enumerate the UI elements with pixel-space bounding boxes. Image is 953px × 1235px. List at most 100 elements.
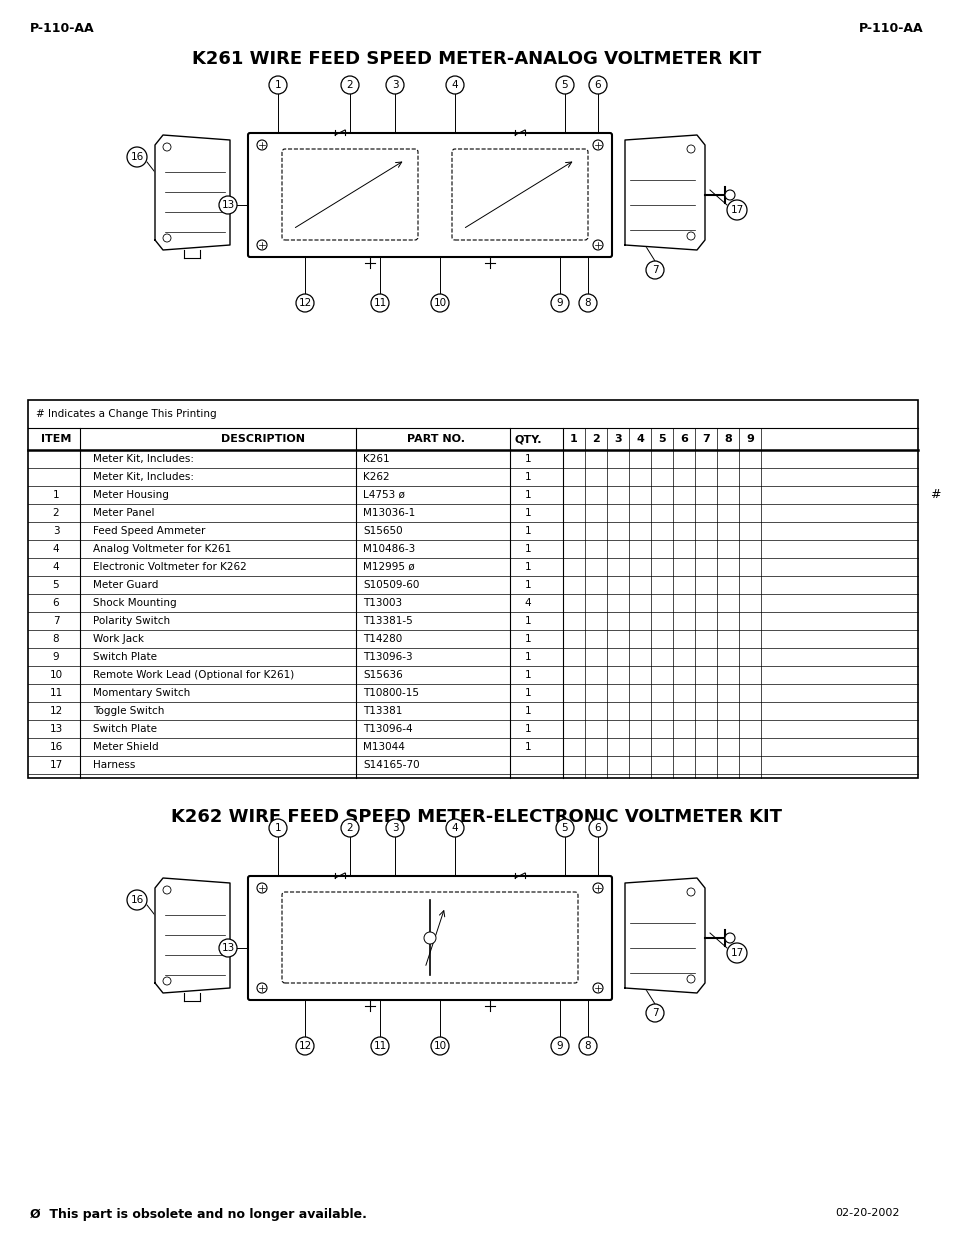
Text: T13096-4: T13096-4 <box>363 724 413 734</box>
FancyBboxPatch shape <box>282 892 578 983</box>
Text: Ø  This part is obsolete and no longer available.: Ø This part is obsolete and no longer av… <box>30 1208 367 1221</box>
Text: 1: 1 <box>524 742 531 752</box>
Text: 16: 16 <box>50 742 63 752</box>
Text: 8: 8 <box>52 634 59 643</box>
Circle shape <box>163 143 171 151</box>
Text: 6: 6 <box>679 433 687 445</box>
Circle shape <box>593 140 602 149</box>
Text: K261: K261 <box>363 454 389 464</box>
Text: Polarity Switch: Polarity Switch <box>92 616 170 626</box>
Circle shape <box>340 77 358 94</box>
Circle shape <box>431 294 449 312</box>
Text: 12: 12 <box>298 298 312 308</box>
Circle shape <box>593 240 602 249</box>
Text: 4: 4 <box>451 80 457 90</box>
Text: K262: K262 <box>363 472 389 482</box>
Text: P-110-AA: P-110-AA <box>859 22 923 35</box>
Circle shape <box>556 77 574 94</box>
Text: Momentary Switch: Momentary Switch <box>92 688 190 698</box>
Circle shape <box>726 944 746 963</box>
Circle shape <box>163 233 171 242</box>
Text: 7: 7 <box>651 266 658 275</box>
Circle shape <box>371 294 389 312</box>
Text: 11: 11 <box>373 1041 386 1051</box>
Text: 1: 1 <box>524 454 531 464</box>
Text: 12: 12 <box>50 706 63 716</box>
Circle shape <box>256 983 267 993</box>
Text: Shock Mounting: Shock Mounting <box>92 598 176 608</box>
Text: 3: 3 <box>614 433 621 445</box>
Text: K261 WIRE FEED SPEED METER-ANALOG VOLTMETER KIT: K261 WIRE FEED SPEED METER-ANALOG VOLTME… <box>193 49 760 68</box>
Text: 3: 3 <box>392 823 398 832</box>
Text: 4: 4 <box>52 562 59 572</box>
Circle shape <box>386 819 403 837</box>
Text: 5: 5 <box>561 80 568 90</box>
Text: 5: 5 <box>561 823 568 832</box>
Text: T10800-15: T10800-15 <box>363 688 418 698</box>
Text: 5: 5 <box>52 580 59 590</box>
Text: 17: 17 <box>730 948 742 958</box>
Text: 5: 5 <box>658 433 665 445</box>
Text: Harness: Harness <box>92 760 135 769</box>
Text: DESCRIPTION: DESCRIPTION <box>221 433 305 445</box>
Text: M13044: M13044 <box>363 742 404 752</box>
Text: 10: 10 <box>433 1041 446 1051</box>
Text: 1: 1 <box>52 490 59 500</box>
Circle shape <box>256 140 267 149</box>
Text: 3: 3 <box>392 80 398 90</box>
Text: Meter Guard: Meter Guard <box>92 580 158 590</box>
Circle shape <box>163 977 171 986</box>
Circle shape <box>578 294 597 312</box>
Text: 1: 1 <box>524 671 531 680</box>
Text: 1: 1 <box>274 80 281 90</box>
Text: T14280: T14280 <box>363 634 402 643</box>
Circle shape <box>269 819 287 837</box>
Text: 11: 11 <box>373 298 386 308</box>
Bar <box>28 400 917 778</box>
Text: 1: 1 <box>524 616 531 626</box>
Text: Work Jack: Work Jack <box>92 634 144 643</box>
Text: Switch Plate: Switch Plate <box>92 652 157 662</box>
Text: 9: 9 <box>557 1041 562 1051</box>
Circle shape <box>593 983 602 993</box>
Polygon shape <box>154 878 230 993</box>
Circle shape <box>219 196 236 214</box>
Circle shape <box>256 883 267 893</box>
Text: Meter Housing: Meter Housing <box>92 490 169 500</box>
Text: Analog Voltmeter for K261: Analog Voltmeter for K261 <box>92 543 231 555</box>
Text: S14165-70: S14165-70 <box>363 760 419 769</box>
Circle shape <box>551 294 568 312</box>
Text: 8: 8 <box>584 1041 591 1051</box>
Text: Meter Kit, Includes:: Meter Kit, Includes: <box>92 454 193 464</box>
Text: 4: 4 <box>52 543 59 555</box>
Text: 8: 8 <box>584 298 591 308</box>
Circle shape <box>371 1037 389 1055</box>
Text: 1: 1 <box>524 490 531 500</box>
Text: 1: 1 <box>524 526 531 536</box>
Text: 11: 11 <box>50 688 63 698</box>
Text: 10: 10 <box>433 298 446 308</box>
Text: 1: 1 <box>524 652 531 662</box>
Circle shape <box>446 819 463 837</box>
Text: 6: 6 <box>594 823 600 832</box>
Text: 7: 7 <box>651 1008 658 1018</box>
Text: 4: 4 <box>636 433 643 445</box>
Text: 1: 1 <box>524 508 531 517</box>
Circle shape <box>726 200 746 220</box>
Text: 1: 1 <box>274 823 281 832</box>
Text: 1: 1 <box>524 724 531 734</box>
Text: M12995 ø: M12995 ø <box>363 562 415 572</box>
Text: 1: 1 <box>524 688 531 698</box>
Text: 2: 2 <box>52 508 59 517</box>
Circle shape <box>295 1037 314 1055</box>
Circle shape <box>686 232 695 240</box>
Polygon shape <box>624 878 704 993</box>
Text: 16: 16 <box>131 895 144 905</box>
Polygon shape <box>154 135 230 249</box>
Text: Meter Kit, Includes:: Meter Kit, Includes: <box>92 472 193 482</box>
Text: L4753 ø: L4753 ø <box>363 490 404 500</box>
Text: PART NO.: PART NO. <box>407 433 464 445</box>
Text: M10486-3: M10486-3 <box>363 543 415 555</box>
Text: # Indicates a Change This Printing: # Indicates a Change This Printing <box>36 409 216 419</box>
FancyBboxPatch shape <box>282 149 417 240</box>
